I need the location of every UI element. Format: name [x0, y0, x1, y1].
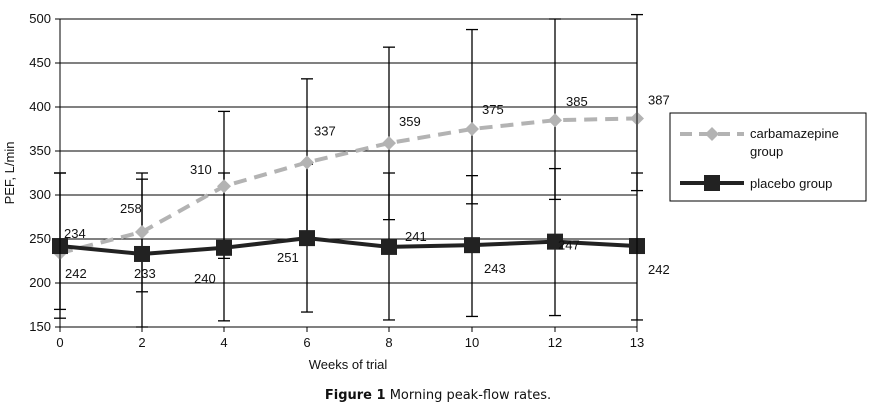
y-tick-label-150: 150 — [29, 319, 51, 334]
tick-labels: 150 200 250 300 350 400 450 500 0 2 4 6 8 10 12 13 — [29, 11, 644, 350]
x-tick-label-8: 8 — [385, 335, 392, 350]
legend-marker-placebo — [704, 175, 720, 191]
marker-square-1-5 — [464, 237, 480, 254]
data-label-0-2: 310 — [190, 162, 212, 177]
data-label-1-5: 243 — [484, 261, 506, 276]
legend: carbamazepine group placebo group — [669, 112, 867, 202]
data-label-0-6: 385 — [566, 94, 588, 109]
marker-diamond-0-3 — [300, 155, 314, 170]
data-label-0-3: 337 — [314, 123, 336, 138]
y-tick-label-250: 250 — [29, 231, 51, 246]
marker-square-1-6 — [547, 233, 563, 250]
x-tick-label-10: 10 — [465, 335, 479, 350]
y-tick-label-500: 500 — [29, 11, 51, 26]
data-label-0-7: 387 — [648, 92, 670, 107]
marker-square-1-4 — [381, 238, 397, 255]
caption-figure-number: Figure 1 — [324, 388, 386, 403]
data-label-1-3: 251 — [277, 250, 299, 265]
plot-border — [59, 18, 638, 328]
marker-diamond-0-1 — [135, 224, 149, 239]
x-tick-label-13: 13 — [630, 335, 644, 350]
series-lines — [59, 116, 638, 256]
y-tick-label-200: 200 — [29, 275, 51, 290]
marker-square-1-3 — [299, 230, 315, 247]
marker-square-1-2 — [216, 239, 232, 256]
data-labels: 234 258 310 337 359 375 385 387 242 233 240 251 241 2… — [64, 92, 670, 285]
data-label-0-4: 359 — [399, 114, 421, 129]
data-label-0-1: 258 — [120, 201, 142, 216]
legend-label-carbamazepine: carbamazepine group — [750, 126, 839, 159]
legend-box — [669, 112, 867, 202]
data-label-1-0: 242 — [65, 266, 87, 281]
marker-diamond-0-4 — [382, 136, 396, 151]
data-label-0-0: 234 — [64, 226, 86, 241]
y-tick-label-300: 300 — [29, 187, 51, 202]
x-tick-label-12: 12 — [548, 335, 562, 350]
data-label-1-7: 242 — [648, 262, 670, 277]
data-label-0-5: 375 — [482, 102, 504, 117]
x-tick-label-2: 2 — [138, 335, 145, 350]
data-label-1-6: 247 — [558, 238, 580, 253]
marker-square-1-1 — [134, 245, 150, 262]
caption-text: Morning peak-flow rates. — [389, 388, 552, 403]
legend-marker-carbamazepine — [705, 127, 719, 141]
y-tick-label-350: 350 — [29, 143, 51, 158]
figure-caption: Figure 1 Morning peak-flow rates. — [0, 388, 876, 403]
data-label-1-1: 233 — [134, 266, 156, 281]
marker-diamond-0-6 — [548, 113, 562, 128]
x-axis-title: Weeks of trial — [309, 357, 388, 372]
data-label-1-4: 241 — [405, 229, 427, 244]
data-label-1-2: 240 — [194, 271, 216, 286]
marker-diamond-0-5 — [465, 122, 479, 136]
y-axis-title: PEF, L/min — [2, 142, 17, 205]
y-tick-label-400: 400 — [29, 99, 51, 114]
marker-diamond-0-2 — [217, 179, 231, 194]
legend-label-placebo: placebo group — [750, 176, 832, 191]
x-tick-label-0: 0 — [56, 335, 63, 350]
x-tick-label-4: 4 — [220, 335, 227, 350]
y-tick-label-450: 450 — [29, 55, 51, 70]
x-tick-label-6: 6 — [303, 335, 310, 350]
series-line-1 — [59, 236, 638, 256]
